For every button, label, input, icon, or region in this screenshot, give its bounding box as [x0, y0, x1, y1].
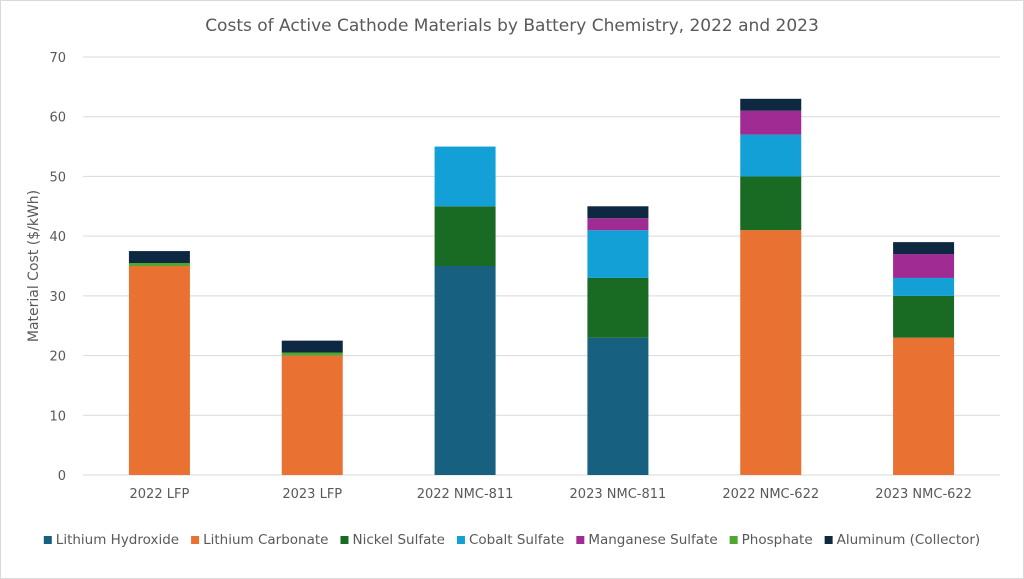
x-tick-label: 2022 LFP: [130, 487, 190, 502]
bar-segment: [893, 242, 955, 255]
y-tick-label: 0: [58, 469, 66, 484]
legend-swatch: [456, 536, 465, 544]
y-tick-label: 30: [49, 290, 66, 305]
legend-label: Aluminum (Collector): [837, 532, 981, 548]
bar-segment: [587, 230, 649, 278]
legend-item: Aluminum (Collector): [824, 532, 981, 548]
bar-segment: [893, 254, 955, 278]
bar-segment: [740, 134, 802, 177]
bar-segment: [128, 251, 190, 264]
bar-segment: [893, 337, 955, 475]
x-tick-label: 2023 LFP: [282, 487, 342, 502]
y-tick-label: 20: [49, 350, 66, 365]
bars: [128, 98, 955, 475]
x-tick-label: 2022 NMC-622: [722, 487, 819, 502]
legend-label: Lithium Hydroxide: [56, 532, 179, 548]
bar-segment: [434, 266, 496, 475]
bar-segment: [893, 295, 955, 338]
bar-segment: [128, 266, 190, 475]
bar-segment: [434, 206, 496, 266]
legend-item: Manganese Sulfate: [576, 532, 718, 548]
y-tick-label: 40: [49, 230, 66, 245]
y-tick-label: 60: [49, 111, 66, 126]
x-axis-ticks: 2022 LFP 2023 LFP 2022 NMC-811 2023 NMC-811…: [130, 487, 972, 502]
legend-swatch: [191, 536, 200, 544]
y-tick-label: 10: [49, 409, 66, 424]
legend: Lithium Hydroxide Lithium Carbonate Nickel…: [43, 532, 981, 548]
legend-label: Phosphate: [742, 532, 813, 548]
legend-swatch: [729, 536, 738, 544]
bar-segment: [587, 337, 649, 475]
legend-item: Nickel Sulfate: [340, 532, 445, 548]
bar-segment: [587, 277, 649, 338]
bar-segment: [281, 352, 343, 356]
legend-swatch: [340, 536, 349, 544]
bar-segment: [740, 230, 802, 475]
x-tick-label: 2023 NMC-811: [570, 487, 667, 502]
legend-label: Lithium Carbonate: [203, 532, 328, 548]
bar-segment: [128, 263, 190, 266]
bar-segment: [893, 277, 955, 296]
legend-item: Cobalt Sulfate: [456, 532, 564, 548]
legend-swatch: [43, 536, 52, 544]
y-axis-ticks: 0 10 20 30 40 50 60 70: [49, 51, 66, 484]
legend-label: Nickel Sulfate: [352, 532, 444, 548]
chart-title: Costs of Active Cathode Materials by Bat…: [205, 16, 819, 36]
bar-segment: [281, 340, 343, 353]
legend-label: Manganese Sulfate: [588, 532, 717, 548]
gridlines: [83, 56, 1000, 476]
bar-segment: [587, 218, 649, 231]
legend-item: Lithium Carbonate: [191, 532, 328, 548]
y-tick-label: 70: [49, 51, 66, 66]
legend-label: Cobalt Sulfate: [469, 532, 564, 548]
y-axis-label: Material Cost ($/kWh): [26, 190, 42, 342]
bar-segment: [281, 355, 343, 475]
bar-segment: [434, 146, 496, 207]
x-tick-label: 2022 NMC-811: [417, 487, 514, 502]
legend-item: Lithium Hydroxide: [43, 532, 179, 548]
bar-segment: [740, 110, 802, 135]
bar-segment: [740, 98, 802, 111]
bar-segment: [740, 176, 802, 231]
legend-item: Phosphate: [729, 532, 813, 548]
x-tick-label: 2023 NMC-622: [875, 487, 972, 502]
bar-segment: [587, 206, 649, 219]
y-tick-label: 50: [49, 170, 66, 185]
legend-swatch: [824, 536, 833, 544]
legend-swatch: [576, 536, 585, 544]
